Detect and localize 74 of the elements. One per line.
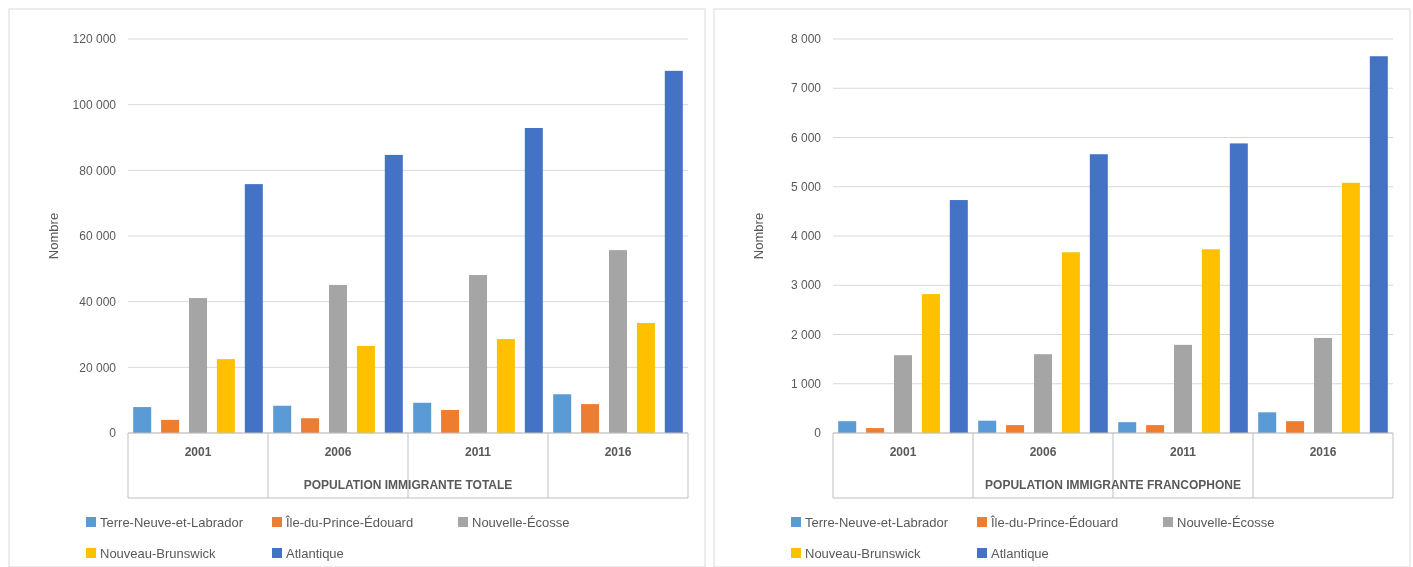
bar	[273, 405, 292, 433]
bar	[838, 421, 857, 433]
y-tick-label: 6 000	[790, 130, 822, 145]
y-tick-label: 8 000	[790, 32, 822, 47]
bar	[161, 419, 180, 433]
legend-label: Nouveau-Brunswick	[100, 545, 217, 561]
bar	[636, 323, 655, 433]
y-tick-label: 4 000	[790, 229, 822, 244]
y-tick-label: 40 000	[79, 294, 117, 309]
bar	[216, 359, 235, 433]
bar	[133, 407, 152, 433]
y-tick-label: 0	[109, 426, 117, 441]
bar	[1061, 252, 1080, 433]
x-tick-label: 2006	[1029, 445, 1057, 459]
bar	[384, 154, 403, 433]
bar	[356, 345, 375, 433]
bar	[329, 284, 347, 433]
x-axis-title: POPULATION IMMIGRANTE FRANCOPHONE	[985, 478, 1241, 492]
bar	[894, 355, 912, 433]
x-tick-label: 2011	[1169, 445, 1197, 459]
y-axis-title: Nombre	[751, 212, 766, 260]
bar	[609, 250, 627, 433]
bar	[469, 275, 487, 433]
bar	[1034, 354, 1052, 433]
bar	[1229, 143, 1248, 433]
x-tick-label: 2016	[604, 445, 632, 459]
x-tick-label: 2011	[464, 445, 492, 459]
y-tick-label: 0	[814, 426, 822, 441]
y-tick-label: 5 000	[790, 179, 822, 194]
legend-label: Terre-Neuve-et-Labrador	[805, 514, 949, 530]
bar	[1369, 56, 1388, 433]
y-tick-label: 2 000	[790, 327, 822, 342]
legend-label: Nouveau-Brunswick	[805, 545, 922, 561]
y-tick-label: 100 000	[72, 97, 117, 112]
y-axis-title: Nombre	[46, 212, 61, 260]
legend-label: Nouvelle-Écosse	[1177, 514, 1275, 530]
legend-label: Atlantique	[286, 545, 344, 561]
bar	[581, 404, 600, 433]
y-tick-label: 60 000	[79, 229, 117, 244]
bar	[1258, 412, 1277, 433]
y-tick-label: 80 000	[79, 163, 117, 178]
bar	[301, 418, 320, 433]
bar	[1314, 337, 1332, 433]
legend-label: Île-du-Prince-Édouard	[990, 514, 1119, 530]
bar	[524, 127, 543, 433]
x-tick-label: 2001	[184, 445, 212, 459]
bar	[1118, 422, 1137, 433]
bar	[1089, 154, 1108, 433]
bar	[1174, 344, 1192, 433]
y-tick-label: 120 000	[72, 32, 117, 47]
x-tick-label: 2016	[1309, 445, 1337, 459]
bar	[664, 70, 683, 433]
y-tick-label: 20 000	[79, 360, 117, 375]
y-tick-label: 7 000	[790, 81, 822, 96]
legend-label: Terre-Neuve-et-Labrador	[100, 514, 244, 530]
legend-label: Atlantique	[991, 545, 1049, 561]
legend-label: Île-du-Prince-Édouard	[285, 514, 414, 530]
x-tick-label: 2006	[324, 445, 352, 459]
bar	[496, 339, 515, 433]
bar	[949, 200, 968, 433]
bar	[189, 298, 207, 433]
bar	[441, 410, 460, 433]
bar	[413, 402, 432, 433]
bar	[1286, 421, 1305, 433]
y-tick-label: 1 000	[790, 376, 822, 391]
bar	[1341, 182, 1360, 433]
bar	[244, 184, 263, 433]
x-axis-title: POPULATION IMMIGRANTE TOTALE	[303, 478, 513, 492]
bar	[553, 394, 572, 433]
legend-label: Nouvelle-Écosse	[472, 514, 570, 530]
bar	[921, 294, 940, 433]
bar	[1201, 249, 1220, 433]
x-tick-label: 2001	[889, 445, 917, 459]
y-tick-label: 3 000	[790, 278, 822, 293]
